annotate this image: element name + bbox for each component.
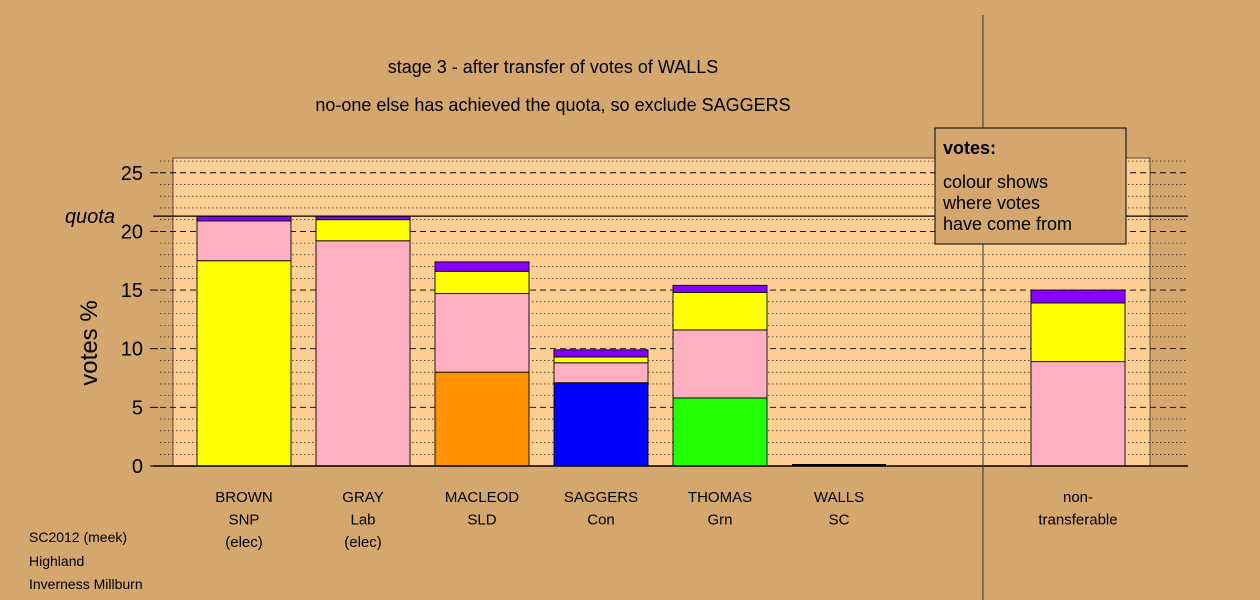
legend-line: have come from	[943, 214, 1072, 234]
bar-segment-grn	[672, 397, 768, 467]
y-tick-label: 20	[121, 221, 143, 243]
quota-label: quota	[65, 206, 115, 228]
bar-segment-sc	[196, 215, 292, 222]
candidate-party: Con	[587, 512, 615, 529]
y-axis-label: votes %	[76, 300, 103, 385]
footer-line: SC2012 (meek)	[29, 529, 127, 545]
bar-segment-sc	[553, 349, 649, 358]
chart-subtitle: no-one else has achieved the quota, so e…	[315, 95, 790, 115]
candidate-name: THOMAS	[688, 489, 752, 506]
candidate-party: Lab	[350, 512, 375, 529]
candidate-name: non-	[1063, 489, 1093, 506]
legend-box: votes: colour shows where votes have com…	[934, 127, 1127, 245]
bar-segment-snp	[315, 219, 411, 242]
bar-segment-snp	[672, 291, 768, 331]
candidate-name: SAGGERS	[564, 489, 638, 506]
bar-segment-snp	[1030, 302, 1126, 363]
y-tick-label: 25	[121, 163, 143, 185]
bar-segment-lab	[672, 329, 768, 399]
candidate-name: BROWN	[215, 489, 273, 506]
candidate-party: Grn	[707, 512, 732, 529]
candidate-status: (elec)	[344, 534, 382, 551]
legend-line: colour shows	[943, 172, 1048, 192]
bar-segment-snp	[196, 260, 292, 467]
bar-segment-sc	[672, 284, 768, 293]
x-axis-labels: BROWN SNP (elec) GRAY Lab (elec) MACLEOD SLD SAG…	[215, 489, 1117, 551]
bar-segment-sc	[1030, 289, 1126, 304]
footer-line: Highland	[29, 553, 84, 569]
candidate-party: SC	[829, 512, 850, 529]
bar-segment-snp	[553, 356, 649, 364]
bar-segment-lab	[553, 362, 649, 384]
bar-segment-lab	[315, 240, 411, 467]
bar-segment-con	[553, 382, 649, 467]
y-tick-label: 10	[121, 339, 143, 361]
legend-heading: votes:	[943, 138, 996, 158]
y-tick-label: 5	[132, 397, 143, 419]
y-tick-label: 0	[132, 456, 143, 478]
bar-segment-sc	[434, 261, 530, 272]
bar-segment-lab	[434, 293, 530, 373]
candidate-name: WALLS	[814, 489, 864, 506]
bar-segment-lab	[1030, 361, 1126, 467]
footer-line: Inverness Millburn	[29, 576, 143, 592]
legend-frame	[934, 127, 1127, 245]
bar-segment-snp	[434, 270, 530, 295]
bar-segment-lab	[196, 220, 292, 262]
candidate-party: SNP	[229, 512, 260, 529]
candidate-name: GRAY	[342, 489, 383, 506]
y-tick-label: 15	[121, 280, 143, 302]
chart-title: stage 3 - after transfer of votes of WAL…	[388, 57, 719, 77]
candidate-status: (elec)	[225, 534, 263, 551]
candidate-name: MACLEOD	[445, 489, 519, 506]
candidate-party: SLD	[467, 512, 496, 529]
legend-line: where votes	[942, 193, 1040, 213]
y-axis: 0 5 10 15 20 25	[121, 163, 1188, 478]
bar-segment-sld	[434, 371, 530, 467]
candidate-party: transferable	[1038, 512, 1117, 529]
bars	[196, 215, 1126, 467]
